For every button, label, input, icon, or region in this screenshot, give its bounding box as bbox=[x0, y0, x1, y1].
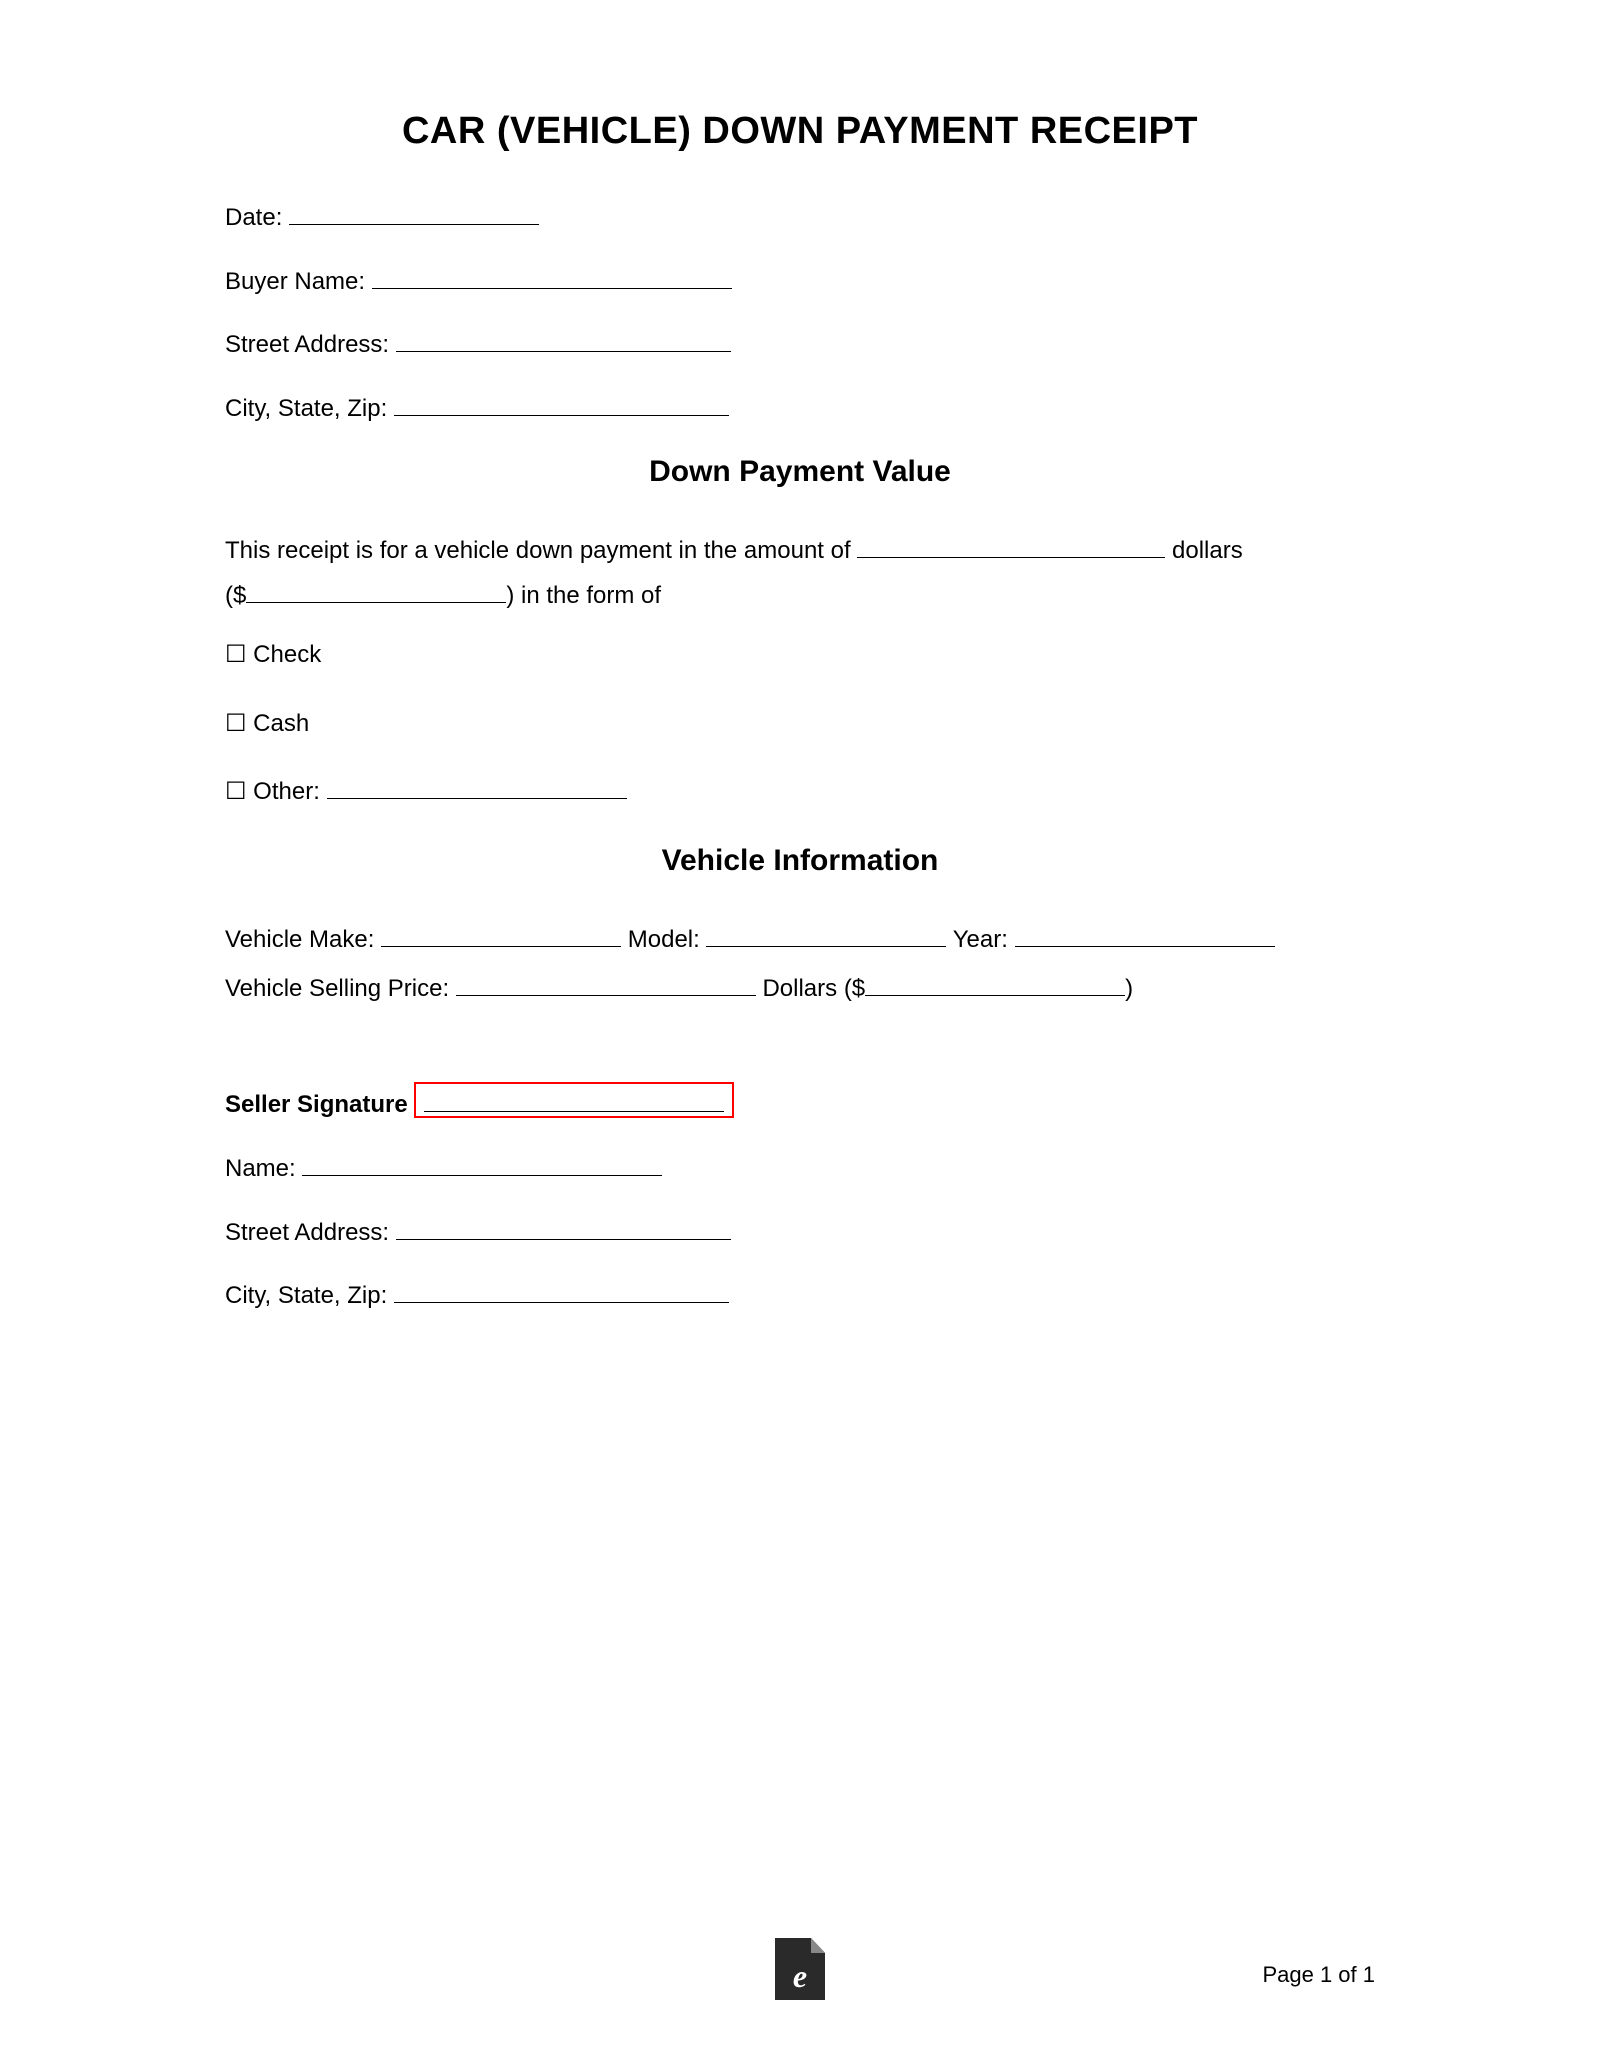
vehicle-year-input-line[interactable] bbox=[1015, 946, 1275, 947]
vehicle-model-input-line[interactable] bbox=[706, 946, 946, 947]
seller-signature-label: Seller Signature bbox=[225, 1091, 408, 1118]
checkbox-other-line[interactable]: ☐ Other: bbox=[225, 775, 1375, 809]
selling-price-label: Vehicle Selling Price: bbox=[225, 975, 449, 1002]
vehicle-model-label: Model: bbox=[621, 926, 700, 953]
page-number: Page 1 of 1 bbox=[1262, 1962, 1375, 1988]
checkbox-check-line[interactable]: ☐ Check bbox=[225, 638, 1375, 672]
street-address-label: Street Address: bbox=[225, 331, 389, 358]
seller-city-state-zip-input-line[interactable] bbox=[394, 1302, 729, 1303]
dollars-text: Dollars ($ bbox=[756, 975, 865, 1002]
checkbox-other[interactable]: ☐ Other: bbox=[225, 775, 320, 809]
checkbox-cash[interactable]: ☐ Cash bbox=[225, 707, 309, 741]
close-paren: ) bbox=[1125, 975, 1133, 1002]
buyer-name-label: Buyer Name: bbox=[225, 268, 365, 295]
seller-signature-line: Seller Signature bbox=[225, 1076, 1375, 1122]
city-state-zip-label: City, State, Zip: bbox=[225, 395, 387, 422]
seller-name-input-line[interactable] bbox=[302, 1175, 662, 1176]
selling-price-numeric-input-line[interactable] bbox=[865, 995, 1125, 996]
down-payment-heading: Down Payment Value bbox=[225, 455, 1375, 489]
brand-letter: e bbox=[775, 1960, 825, 1992]
other-input-line[interactable] bbox=[327, 798, 627, 799]
vehicle-make-input-line[interactable] bbox=[381, 946, 621, 947]
seller-city-state-zip-label: City, State, Zip: bbox=[225, 1282, 387, 1309]
seller-city-state-zip-line: City, State, Zip: bbox=[225, 1279, 1375, 1313]
seller-name-line: Name: bbox=[225, 1152, 1375, 1186]
brand-icon: e bbox=[775, 1938, 825, 2000]
para-pre-text: This receipt is for a vehicle down payme… bbox=[225, 537, 857, 564]
checkbox-check[interactable]: ☐ Check bbox=[225, 638, 321, 672]
date-input-line[interactable] bbox=[289, 224, 539, 225]
document-fold-icon bbox=[811, 1938, 825, 1953]
down-payment-paragraph: This receipt is for a vehicle down payme… bbox=[225, 529, 1375, 618]
buyer-name-input-line[interactable] bbox=[372, 288, 732, 289]
para-dollars-text: dollars bbox=[1165, 537, 1242, 564]
date-field-line: Date: bbox=[225, 201, 1375, 235]
amount-numeric-input-line[interactable] bbox=[246, 602, 506, 603]
city-state-zip-input-line[interactable] bbox=[394, 415, 729, 416]
page-title: CAR (VEHICLE) DOWN PAYMENT RECEIPT bbox=[225, 110, 1375, 153]
seller-signature-underline bbox=[424, 1111, 724, 1112]
seller-signature-box[interactable] bbox=[414, 1082, 734, 1118]
amount-words-input-line[interactable] bbox=[857, 557, 1165, 558]
seller-street-address-line: Street Address: bbox=[225, 1216, 1375, 1250]
vehicle-info-heading: Vehicle Information bbox=[225, 844, 1375, 878]
date-label: Date: bbox=[225, 204, 282, 231]
para-form-of: ) in the form of bbox=[506, 582, 661, 609]
para-dollar-sign: ($ bbox=[225, 582, 246, 609]
selling-price-words-input-line[interactable] bbox=[456, 995, 756, 996]
vehicle-year-label: Year: bbox=[946, 926, 1007, 953]
buyer-name-line: Buyer Name: bbox=[225, 265, 1375, 299]
seller-street-address-label: Street Address: bbox=[225, 1219, 389, 1246]
vehicle-make-label: Vehicle Make: bbox=[225, 926, 374, 953]
checkbox-cash-line[interactable]: ☐ Cash bbox=[225, 707, 1375, 741]
street-address-input-line[interactable] bbox=[396, 351, 731, 352]
vehicle-selling-price-line: Vehicle Selling Price: Dollars ($) bbox=[225, 967, 1375, 1010]
document-icon: e bbox=[775, 1938, 825, 2000]
seller-name-label: Name: bbox=[225, 1155, 296, 1182]
seller-street-address-input-line[interactable] bbox=[396, 1239, 731, 1240]
city-state-zip-line: City, State, Zip: bbox=[225, 392, 1375, 426]
street-address-line: Street Address: bbox=[225, 328, 1375, 362]
vehicle-make-model-year-line: Vehicle Make: Model: Year: bbox=[225, 918, 1375, 961]
